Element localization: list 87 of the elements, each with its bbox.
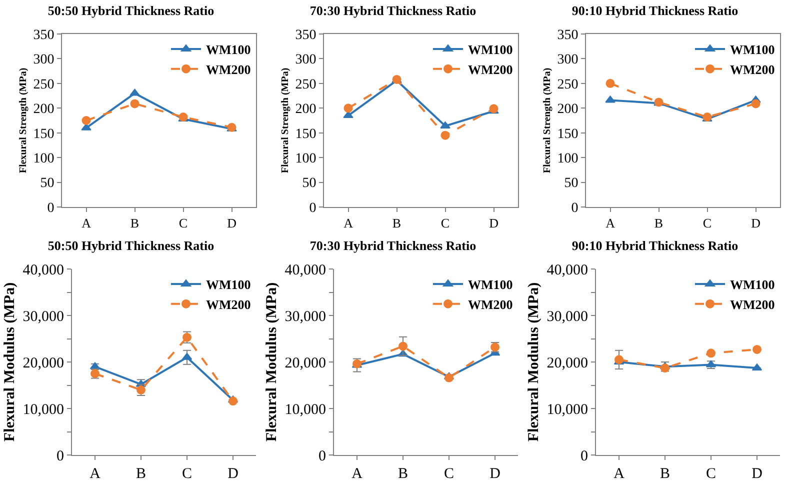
- y-tick-label: 40,000: [22, 262, 64, 278]
- y-tick-label: 150: [295, 126, 316, 142]
- legend-label: WM200: [206, 296, 251, 312]
- y-tick-label: 200: [295, 102, 316, 118]
- x-tick-label: A: [606, 216, 616, 231]
- legend-label: WM200: [730, 296, 775, 312]
- y-tick-label: 10,000: [284, 402, 326, 418]
- y-tick-label: 20,000: [546, 355, 588, 372]
- x-tick-label: D: [752, 466, 763, 482]
- chart-title: 70:30 Hybrid Thickness Ratio: [310, 238, 476, 254]
- y-tick-label: 30,000: [284, 308, 326, 325]
- x-tick-label: A: [614, 466, 625, 482]
- y-axis-title: Flexural Strength (MPa): [542, 68, 554, 174]
- legend-label: WM100: [468, 42, 513, 58]
- y-tick-label: 300: [557, 52, 578, 68]
- legend-label: WM100: [206, 42, 251, 58]
- y-tick-label: 0: [309, 200, 316, 216]
- x-tick-label: C: [444, 466, 454, 482]
- y-tick-label: 350: [295, 28, 316, 43]
- y-tick-label: 250: [295, 77, 316, 92]
- y-tick-label: 40,000: [546, 262, 588, 278]
- y-tick-label: 0: [56, 448, 64, 464]
- y-tick-label: 200: [557, 102, 578, 118]
- y-tick-label: 50: [302, 176, 316, 192]
- x-tick-label: B: [660, 466, 670, 482]
- legend-label: WM100: [730, 277, 775, 292]
- y-tick-label: 100: [33, 151, 54, 166]
- x-tick-label: D: [489, 216, 498, 231]
- y-tick-label: 40,000: [284, 262, 326, 278]
- x-tick-label: C: [702, 216, 712, 231]
- x-tick-label: B: [136, 466, 146, 482]
- y-tick-label: 350: [33, 28, 54, 43]
- y-tick-label: 10,000: [546, 402, 588, 418]
- x-tick-label: D: [490, 466, 501, 482]
- y-tick-label: 300: [33, 52, 54, 68]
- y-tick-label: 250: [33, 77, 54, 92]
- y-tick-label: 100: [295, 151, 316, 166]
- chart-title: 50:50 Hybrid Thickness Ratio: [48, 3, 214, 18]
- y-tick-label: 0: [318, 448, 326, 464]
- x-tick-label: A: [352, 466, 363, 482]
- y-tick-label: 0: [571, 200, 578, 216]
- legend-label: WM200: [206, 62, 251, 77]
- x-tick-label: C: [178, 216, 188, 231]
- x-tick-label: D: [227, 216, 236, 231]
- y-axis-title: Flexural Modulus (MPa): [2, 282, 18, 442]
- chart-title: 90:10 Hybrid Thickness Ratio: [572, 238, 738, 254]
- y-axis-title: Flexural Modulus (MPa): [264, 282, 280, 442]
- y-tick-label: 300: [295, 52, 316, 68]
- y-tick-label: 350: [557, 28, 578, 43]
- x-tick-label: C: [182, 466, 192, 482]
- legend-label: WM200: [468, 62, 513, 77]
- x-tick-label: B: [130, 216, 140, 231]
- x-tick-label: C: [706, 466, 716, 482]
- x-tick-label: A: [90, 466, 101, 482]
- y-tick-label: 10,000: [22, 402, 64, 418]
- y-tick-label: 150: [557, 126, 578, 142]
- y-tick-label: 50: [564, 176, 578, 192]
- y-tick-label: 0: [47, 200, 54, 216]
- legend-label: WM100: [468, 277, 513, 292]
- x-tick-label: A: [82, 216, 92, 231]
- x-tick-label: D: [751, 216, 760, 231]
- x-tick-label: C: [440, 216, 450, 231]
- chart-title: 70:30 Hybrid Thickness Ratio: [310, 3, 476, 18]
- y-tick-label: 20,000: [284, 355, 326, 372]
- y-axis-title: Flexural Strength (MPa): [280, 68, 292, 174]
- legend-label: WM200: [730, 62, 775, 77]
- y-tick-label: 100: [557, 151, 578, 166]
- y-tick-label: 50: [40, 176, 54, 192]
- legend-label: WM200: [468, 296, 513, 312]
- x-tick-label: B: [654, 216, 664, 231]
- y-tick-label: 200: [33, 102, 54, 118]
- x-tick-label: B: [398, 466, 408, 482]
- y-axis-title: Flexural Modulus (MPa): [526, 282, 542, 442]
- legend-label: WM100: [730, 42, 775, 58]
- y-axis-title: Flexural Strength (MPa): [18, 68, 30, 174]
- x-tick-label: A: [344, 216, 354, 231]
- y-tick-label: 150: [33, 126, 54, 142]
- legend-label: WM100: [206, 277, 251, 292]
- x-tick-label: D: [228, 466, 239, 482]
- chart-title: 50:50 Hybrid Thickness Ratio: [48, 238, 214, 254]
- y-tick-label: 20,000: [22, 355, 64, 372]
- y-tick-label: 0: [580, 448, 588, 464]
- y-tick-label: 250: [557, 77, 578, 92]
- y-tick-label: 30,000: [546, 308, 588, 325]
- chart-title: 90:10 Hybrid Thickness Ratio: [572, 3, 738, 18]
- x-tick-label: B: [392, 216, 402, 231]
- y-tick-label: 30,000: [22, 308, 64, 325]
